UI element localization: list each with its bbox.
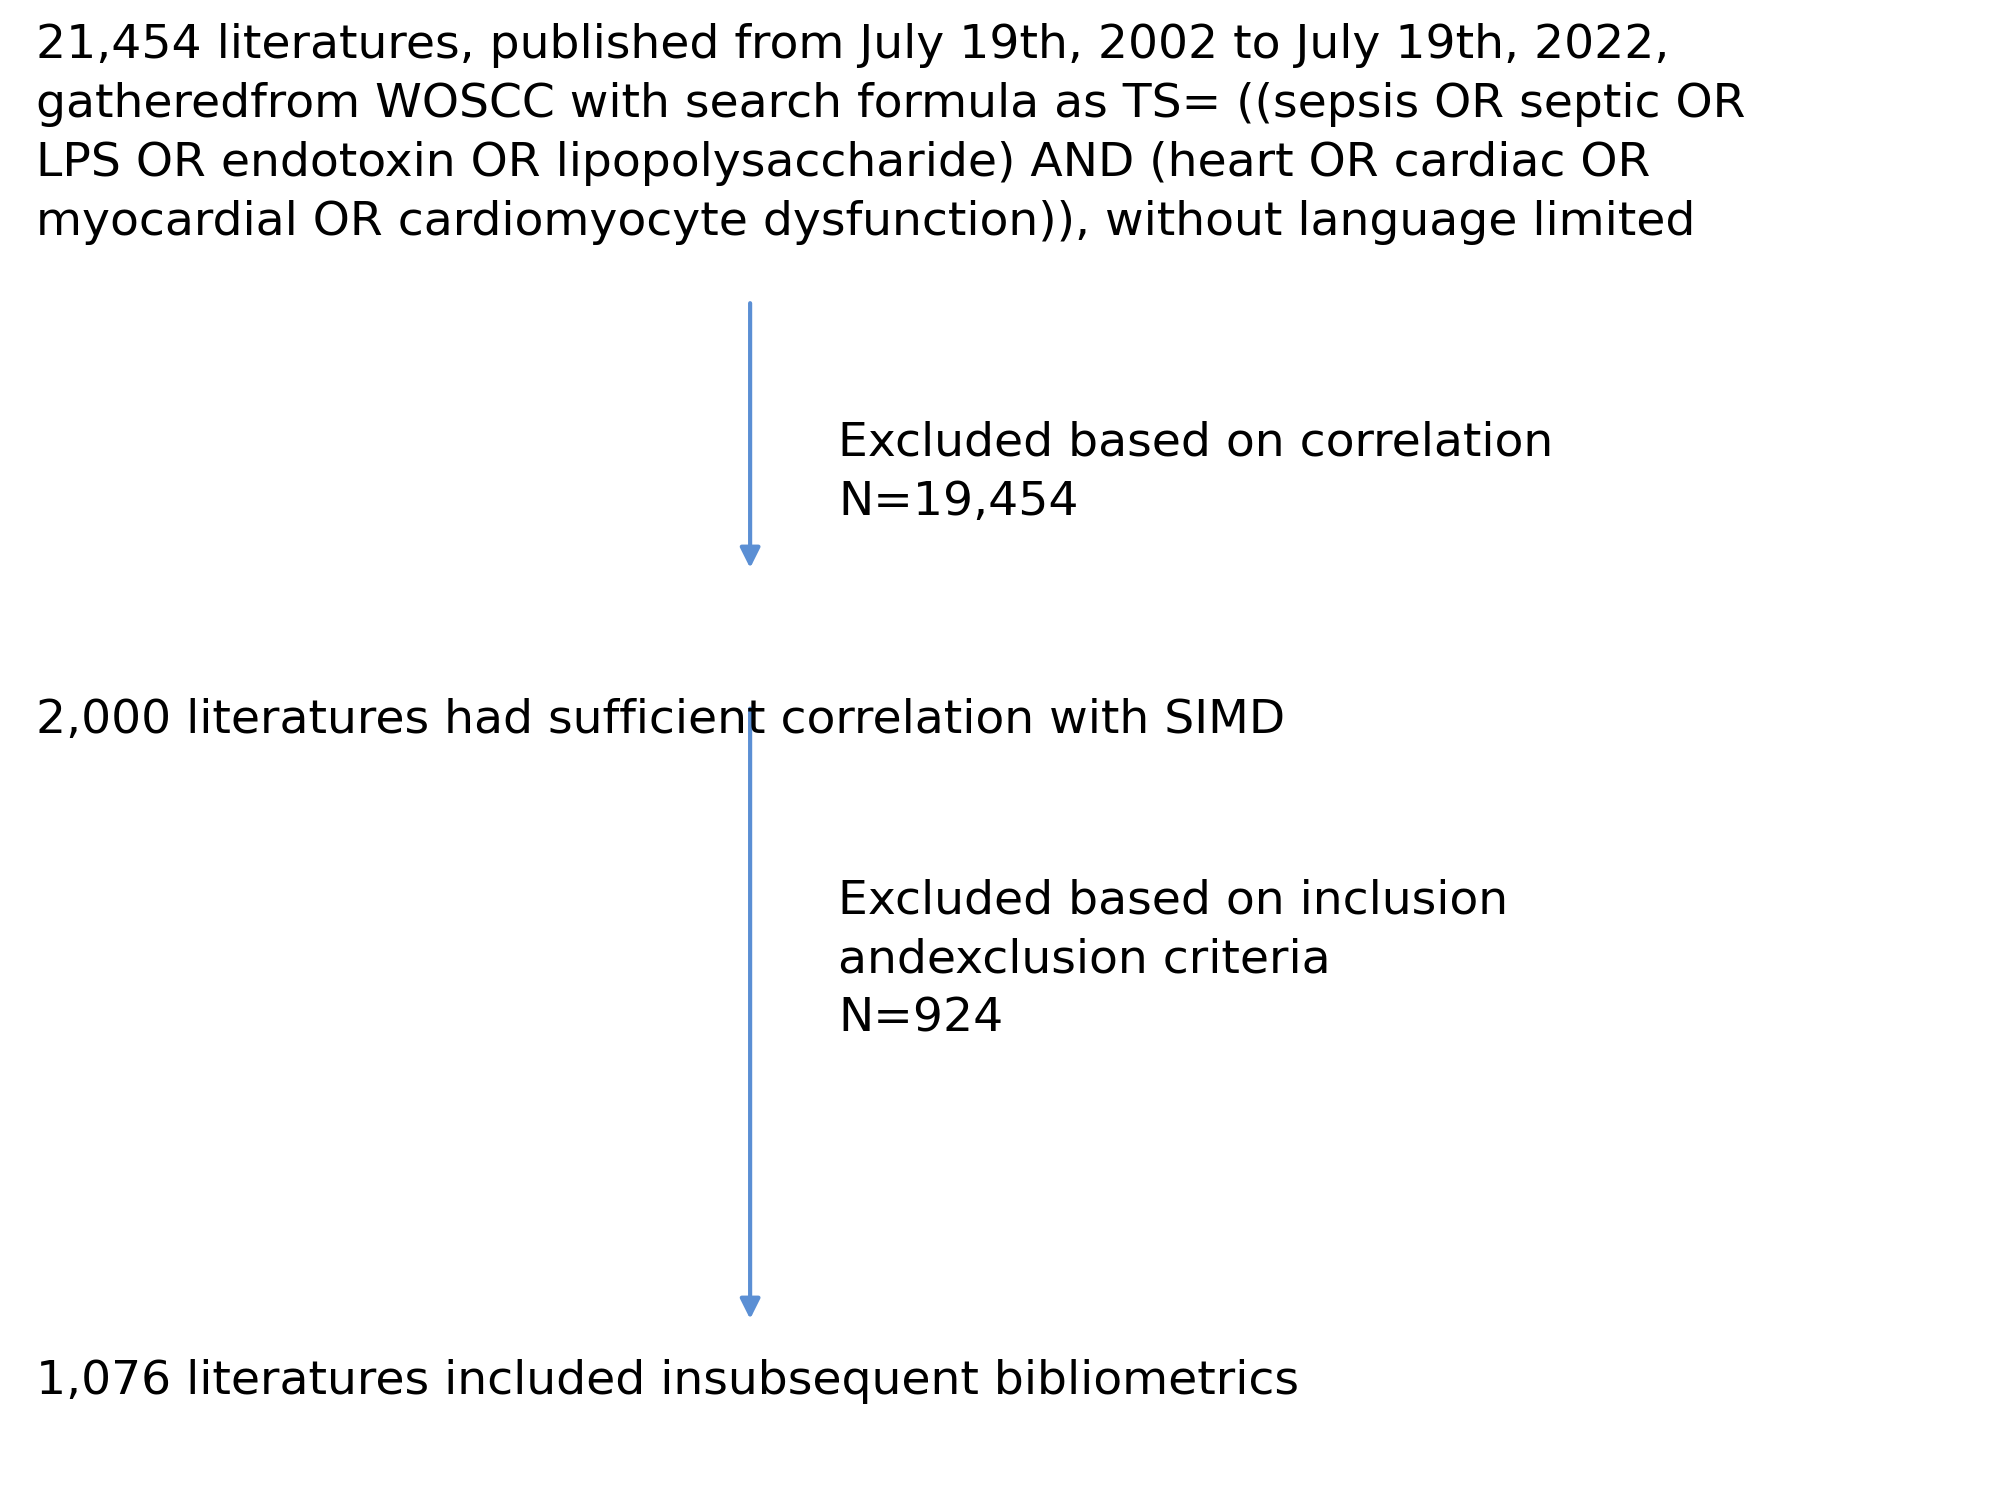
Text: 1,076 literatures included insubsequent bibliometrics: 1,076 literatures included insubsequent … (36, 1359, 1299, 1404)
Text: 2,000 literatures had sufficient correlation with SIMD: 2,000 literatures had sufficient correla… (36, 698, 1285, 743)
Text: Excluded based on correlation
N=19,454: Excluded based on correlation N=19,454 (838, 421, 1554, 524)
Text: Excluded based on inclusion
andexclusion criteria
N=924: Excluded based on inclusion andexclusion… (838, 879, 1508, 1042)
Text: 21,454 literatures, published from July 19th, 2002 to July 19th, 2022,
gatheredf: 21,454 literatures, published from July … (36, 23, 1746, 245)
